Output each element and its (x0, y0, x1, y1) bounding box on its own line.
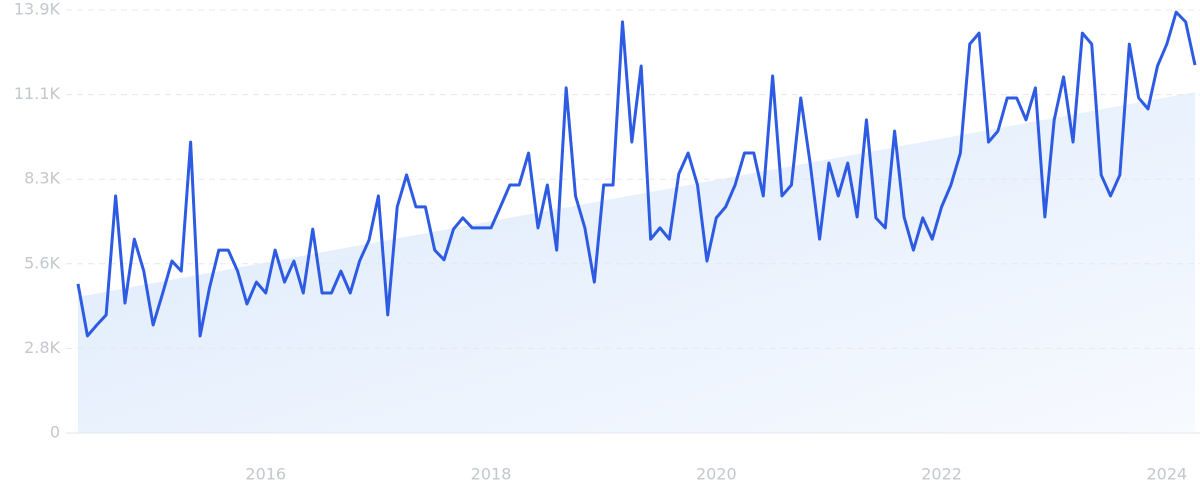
y-tick-label: 13.9K (14, 0, 61, 19)
trend-area (78, 92, 1195, 433)
y-tick-label: 11.1K (14, 84, 61, 103)
data-line (76, 10, 1197, 338)
x-tick-label: 2024 (1146, 465, 1187, 484)
y-tick-label: 2.8K (24, 338, 60, 357)
x-tick-label: 2022 (921, 465, 962, 484)
y-tick-label: 8.3K (24, 169, 60, 188)
y-tick-label: 5.6K (24, 253, 60, 272)
y-tick-label: 0 (50, 423, 60, 442)
x-tick-label: 2020 (696, 465, 737, 484)
x-tick-label: 2016 (245, 465, 286, 484)
x-tick-label: 2018 (471, 465, 512, 484)
